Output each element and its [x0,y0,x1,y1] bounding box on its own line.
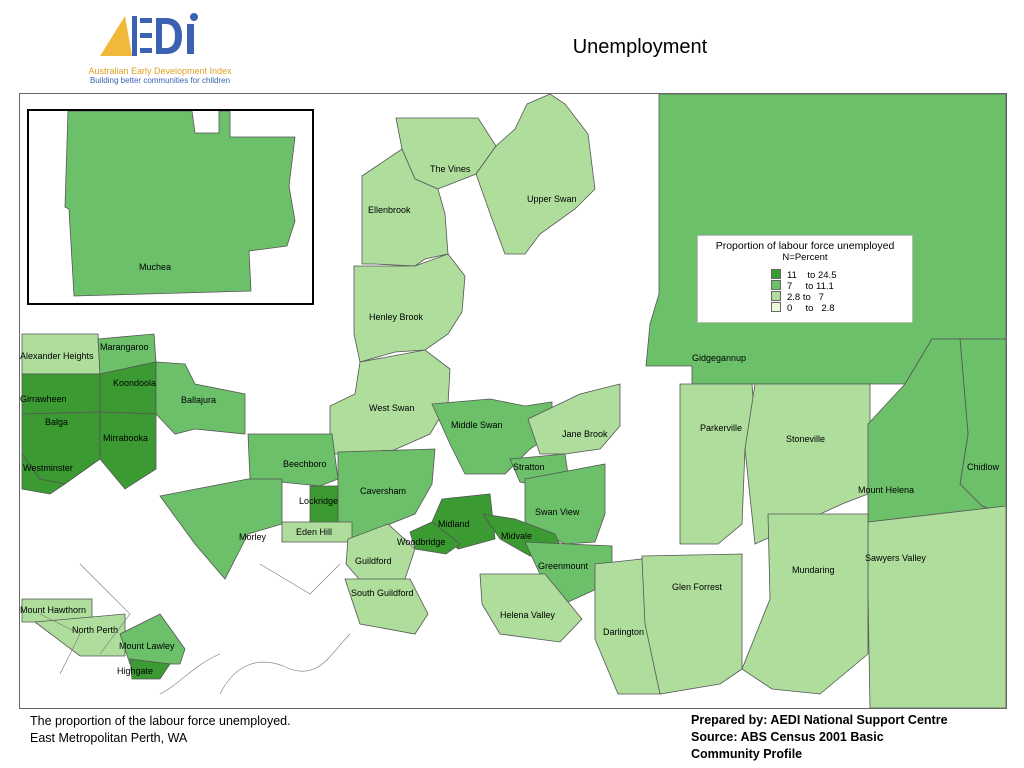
caption-line: The proportion of the labour force unemp… [30,714,291,728]
suburb-label-mirrabooka: Mirrabooka [103,433,148,443]
map-source: Prepared by: AEDI National Support Centr… [691,712,948,763]
source-line: Community Profile [691,747,803,761]
suburb-label-morley: Morley [239,532,267,542]
legend-item: 0 to 2.8 [771,302,912,314]
legend-title: Proportion of labour force unemployed [715,240,895,252]
region-woodbridge [409,521,461,555]
page-title: Unemployment [572,36,708,58]
region-beechboro [247,433,339,487]
suburb-label-mount-helena: Mount Helena [858,485,914,495]
region-westminster [21,452,67,495]
region-jane-brook [527,383,621,455]
region-highgate [129,658,171,680]
region-henley-brook [353,253,466,363]
suburb-label-swan-view: Swan View [535,507,580,517]
suburb-label-west-swan: West Swan [369,403,414,413]
suburb-label-lockridge: Lockridge [299,496,338,506]
suburb-label-midvale: Midvale [501,531,532,541]
legend-swatch-icon [771,280,781,290]
source-line: Source: ABS Census 2001 Basic [691,730,884,744]
suburb-label-stratton: Stratton [513,462,545,472]
suburb-label-guildford: Guildford [355,556,392,566]
inset-map: Muchea [27,109,314,305]
suburb-label-caversham: Caversham [360,486,406,496]
suburb-label-greenmount: Greenmount [538,561,589,571]
suburb-label-beechboro: Beechboro [283,459,327,469]
legend-item-label: 2.8 to 7 [787,292,824,303]
map-caption: The proportion of the labour force unemp… [30,713,291,747]
suburb-label-alexander-heights: Alexander Heights [20,351,94,361]
suburb-label-balga: Balga [45,417,68,427]
legend-swatch-icon [771,302,781,312]
region-glen-forrest [641,553,743,695]
choropleth-map: The Vines Upper Swan Ellenbrook Henley Broo… [19,93,1007,709]
region-helena-valley [479,573,583,643]
region-west-swan [329,349,451,455]
region-morley [159,478,283,580]
aedi-logo-mark-icon [100,13,198,56]
suburb-label-stoneville: Stoneville [786,434,825,444]
logo-caption: Australian Early Development Index Build… [70,66,250,86]
suburb-label-jane-brook: Jane Brook [562,429,608,439]
suburb-label-middle-swan: Middle Swan [451,420,503,430]
logo-name: Australian Early Development Index [88,66,232,76]
suburb-label-parkerville: Parkerville [700,423,742,433]
suburb-label-mundaring: Mundaring [792,565,835,575]
suburb-label-henley-brook: Henley Brook [369,312,424,322]
legend-item: 11 to 24.5 [771,269,912,281]
inset-suburb-label: Muchea [139,262,171,272]
caption-line: East Metropolitan Perth, WA [30,731,188,745]
suburb-label-mount-lawley: Mount Lawley [119,641,175,651]
suburb-label-north-perth: North Perth [72,625,118,635]
region-parkerville [679,383,756,545]
suburb-label-woodbridge: Woodbridge [397,537,445,547]
region-ballajura [155,361,246,435]
suburb-label-darlington: Darlington [603,627,644,637]
suburb-label-girrawheen: Girrawheen [20,394,67,404]
map-legend: Proportion of labour force unemployed N=… [697,235,913,323]
legend-swatch-icon [771,269,781,279]
suburb-label-gidgegannup: Gidgegannup [692,353,746,363]
suburb-label-the-vines: The Vines [430,164,471,174]
legend-item-label: 7 to 11.1 [787,281,834,292]
region-upper-swan [475,94,596,255]
suburb-label-highgate: Highgate [117,666,153,676]
suburb-label-eden-hill: Eden Hill [296,527,332,537]
region-mount-lawley [119,613,186,665]
aedi-logo [70,8,250,93]
inset-canvas: Muchea [64,111,296,297]
region-south-guildford [344,578,429,635]
inset-region [64,111,296,297]
suburb-label-ellenbrook: Ellenbrook [368,205,411,215]
suburb-label-marangaroo: Marangaroo [100,342,149,352]
suburb-label-chidlow: Chidlow [967,462,1000,472]
legend-item-label: 11 to 24.5 [787,270,837,281]
legend-item: 7 to 11.1 [771,280,912,292]
logo-tagline: Building better communities for children [89,76,231,85]
region-greenmount [524,541,613,603]
region-north-perth [33,613,126,657]
suburb-label-glen-forrest: Glen Forrest [672,582,723,592]
suburb-label-midland: Midland [438,519,470,529]
legend-item-label: 0 to 2.8 [787,303,835,314]
prepared-by: Prepared by: AEDI National Support Centr… [691,713,948,727]
suburb-label-mount-hawthorn: Mount Hawthorn [20,605,86,615]
region-mirrabooka [99,411,157,490]
legend-subtitle: N=Percent [782,252,828,263]
suburb-label-upper-swan: Upper Swan [527,194,577,204]
suburb-label-koondoola: Koondoola [113,378,156,388]
legend-item: 2.8 to 7 [771,291,912,303]
legend-swatch-icon [771,291,781,301]
suburb-label-helena-valley: Helena Valley [500,610,555,620]
suburb-label-sawyers-valley: Sawyers Valley [865,553,926,563]
suburb-label-south-guildford: South Guildford [351,588,414,598]
suburb-label-westminster: Westminster [23,463,73,473]
suburb-label-ballajura: Ballajura [181,395,216,405]
region-darlington [594,558,661,695]
region-sawyers-valley [867,505,1006,708]
region-stoneville [744,383,871,545]
region-mundaring [741,513,869,695]
